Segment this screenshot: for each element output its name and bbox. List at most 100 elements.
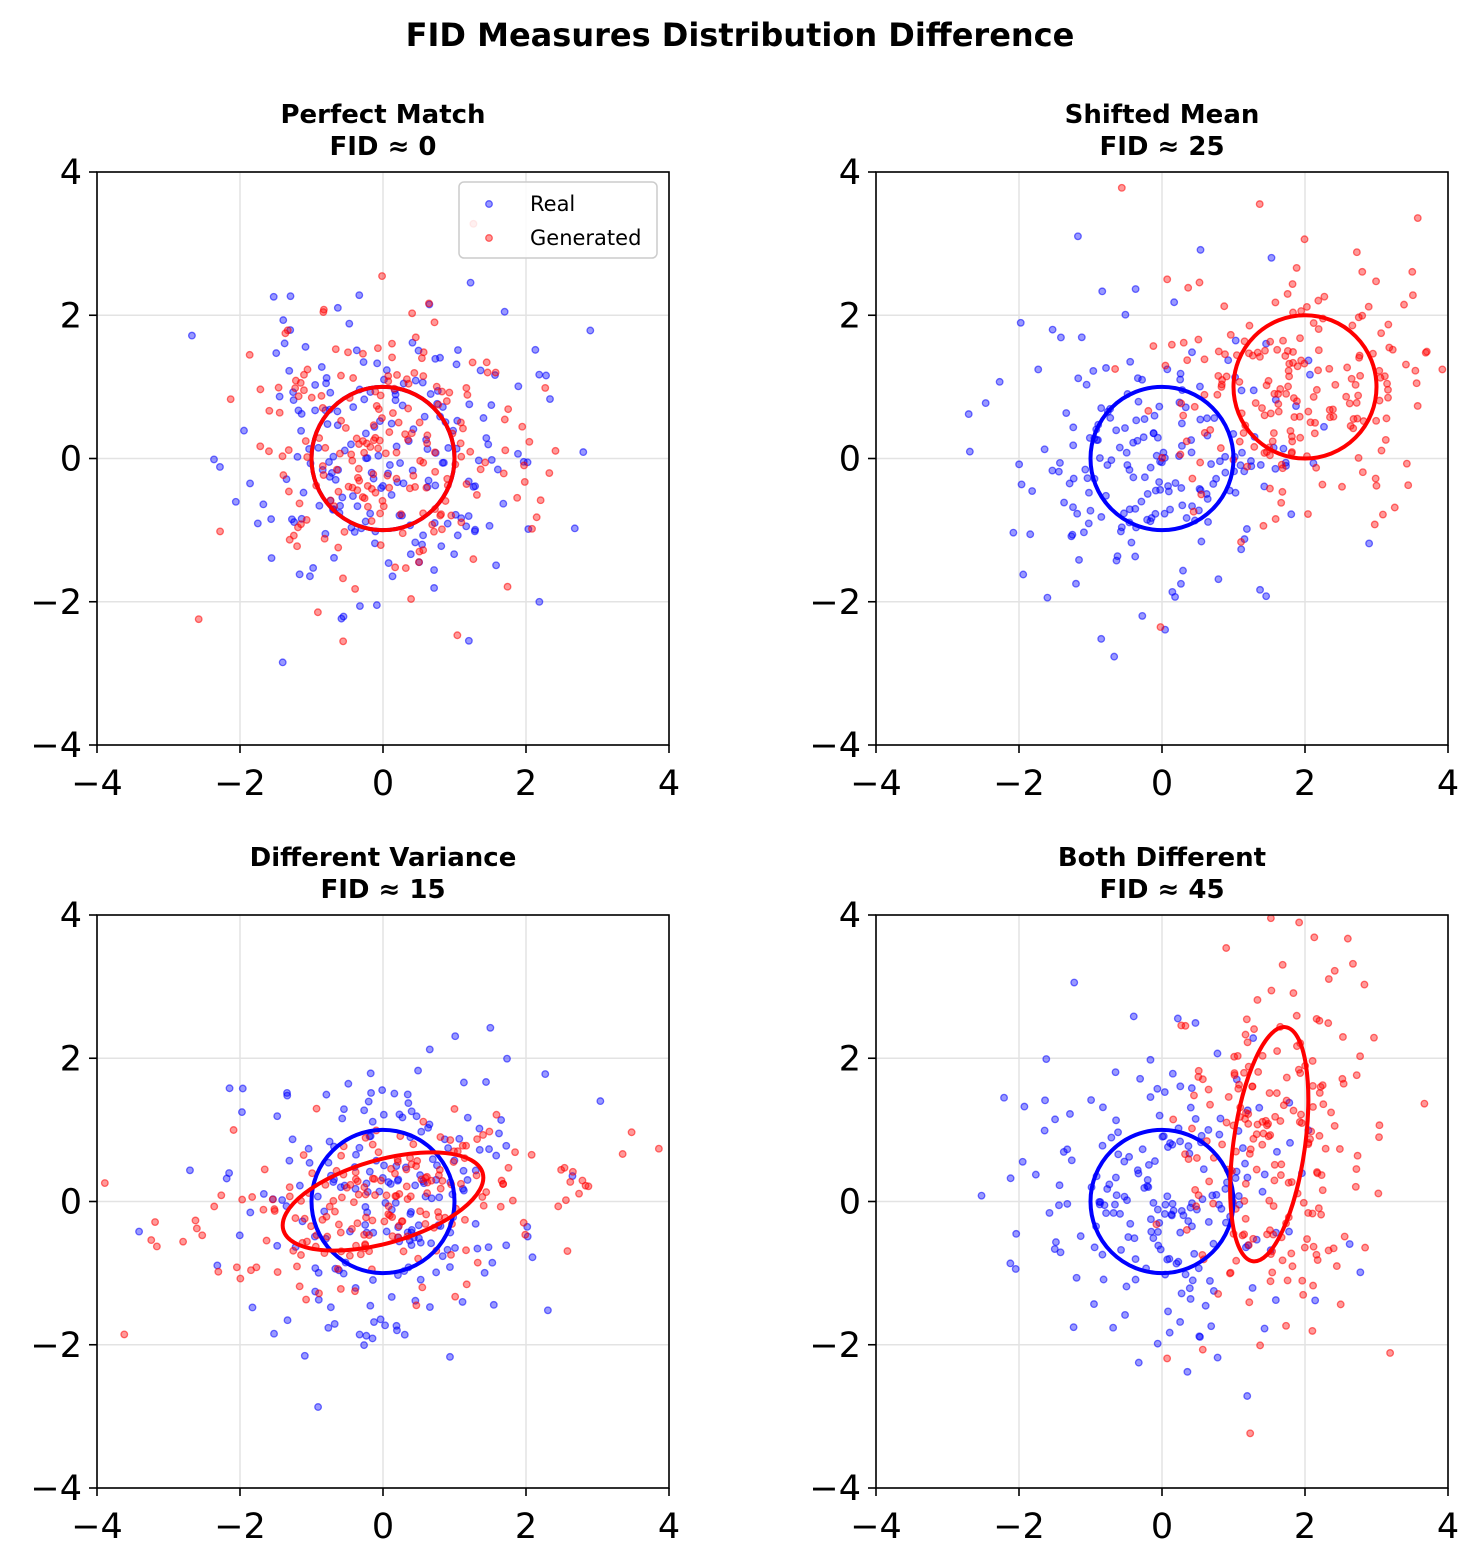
point-real [366,1069,375,1078]
point-real [1069,1323,1078,1332]
point-generated [1209,1199,1218,1208]
point-generated [1261,346,1269,355]
point-real [1271,464,1280,473]
point-real [403,1090,412,1099]
point-generated [319,305,328,314]
y-tick-label: −4 [809,1469,861,1509]
point-real [301,342,310,351]
point-generated [353,1177,362,1186]
point-real [1095,454,1104,462]
point-generated [403,1195,412,1204]
point-generated [1200,390,1209,399]
point-real [1055,458,1064,467]
point-real [382,1227,391,1236]
point-generated [1194,1191,1203,1200]
point-generated [1330,1121,1339,1130]
point-real [355,291,364,300]
point-real [387,419,396,428]
point-real [1102,1209,1111,1218]
point-generated [463,390,472,399]
point-real [439,458,448,467]
point-real [1231,1174,1240,1183]
point-real [297,409,306,418]
plot-area [964,183,1447,661]
point-real [417,1127,426,1136]
point-real [1079,528,1088,537]
y-tick-label: 2 [60,1039,82,1079]
point-generated [456,439,465,448]
point-real [459,1166,468,1175]
point-real [1087,1096,1096,1104]
point-generated [1308,1081,1317,1090]
point-generated [1262,381,1271,390]
point-real [213,1261,222,1270]
point-generated [1252,1130,1261,1139]
point-generated [285,1192,294,1201]
point-real [1197,537,1206,546]
point-real [1146,463,1155,472]
point-generated [1192,1154,1201,1162]
point-real [1051,1238,1060,1247]
point-generated [1314,1204,1323,1213]
point-real [1132,416,1141,425]
point-generated [368,1216,377,1225]
point-generated [1296,433,1305,442]
point-real [338,1114,347,1123]
point-generated [1353,1151,1362,1160]
point-real [299,488,308,497]
point-real [1107,1133,1116,1142]
point-real [369,1228,378,1237]
point-real [1196,1332,1204,1341]
point-generated [1339,1079,1348,1088]
point-real [215,463,224,471]
x-tick-label: 2 [1294,1507,1316,1547]
point-real [1176,1137,1185,1146]
point-generated [1324,1246,1333,1255]
point-real [1070,978,1079,987]
point-generated [1408,267,1417,276]
x-tick-label: 0 [1151,764,1173,804]
point-generated [346,1180,355,1189]
point-real [450,550,459,559]
point-generated [1319,1100,1328,1109]
point-generated [1222,372,1231,381]
point-real [411,1181,420,1190]
point-generated [521,1230,530,1239]
point-generated [449,1158,458,1166]
point-generated [1370,520,1379,529]
series-real [964,232,1374,661]
point-generated [1222,944,1231,952]
point-generated [1278,487,1287,496]
point-generated [1285,372,1294,381]
point-real [1163,1255,1172,1264]
point-generated [265,447,273,456]
point-real [1099,1275,1108,1284]
point-generated [388,1232,397,1241]
point-generated [1266,1277,1275,1286]
point-real [1164,482,1172,491]
point-real [391,1198,400,1207]
point-real [488,1258,497,1267]
point-real [1126,1219,1135,1228]
point-generated [1292,263,1301,272]
point-real [463,1176,472,1184]
point-generated [1167,340,1176,349]
point-real [1097,634,1106,643]
point-generated [1265,1196,1274,1205]
point-generated [618,1150,627,1158]
point-generated [1420,1099,1429,1108]
point-generated [1372,481,1381,490]
point-generated [325,1202,334,1211]
point-real [1019,570,1028,579]
point-real [425,1303,434,1312]
point-generated [268,1195,277,1204]
point-generated [210,1202,219,1211]
point-generated [1176,450,1185,459]
point-real [1015,460,1024,469]
point-generated [1217,382,1226,391]
point-real [493,465,502,474]
point-generated [391,1192,400,1200]
point-generated [1297,1110,1305,1119]
point-generated [1329,412,1338,421]
